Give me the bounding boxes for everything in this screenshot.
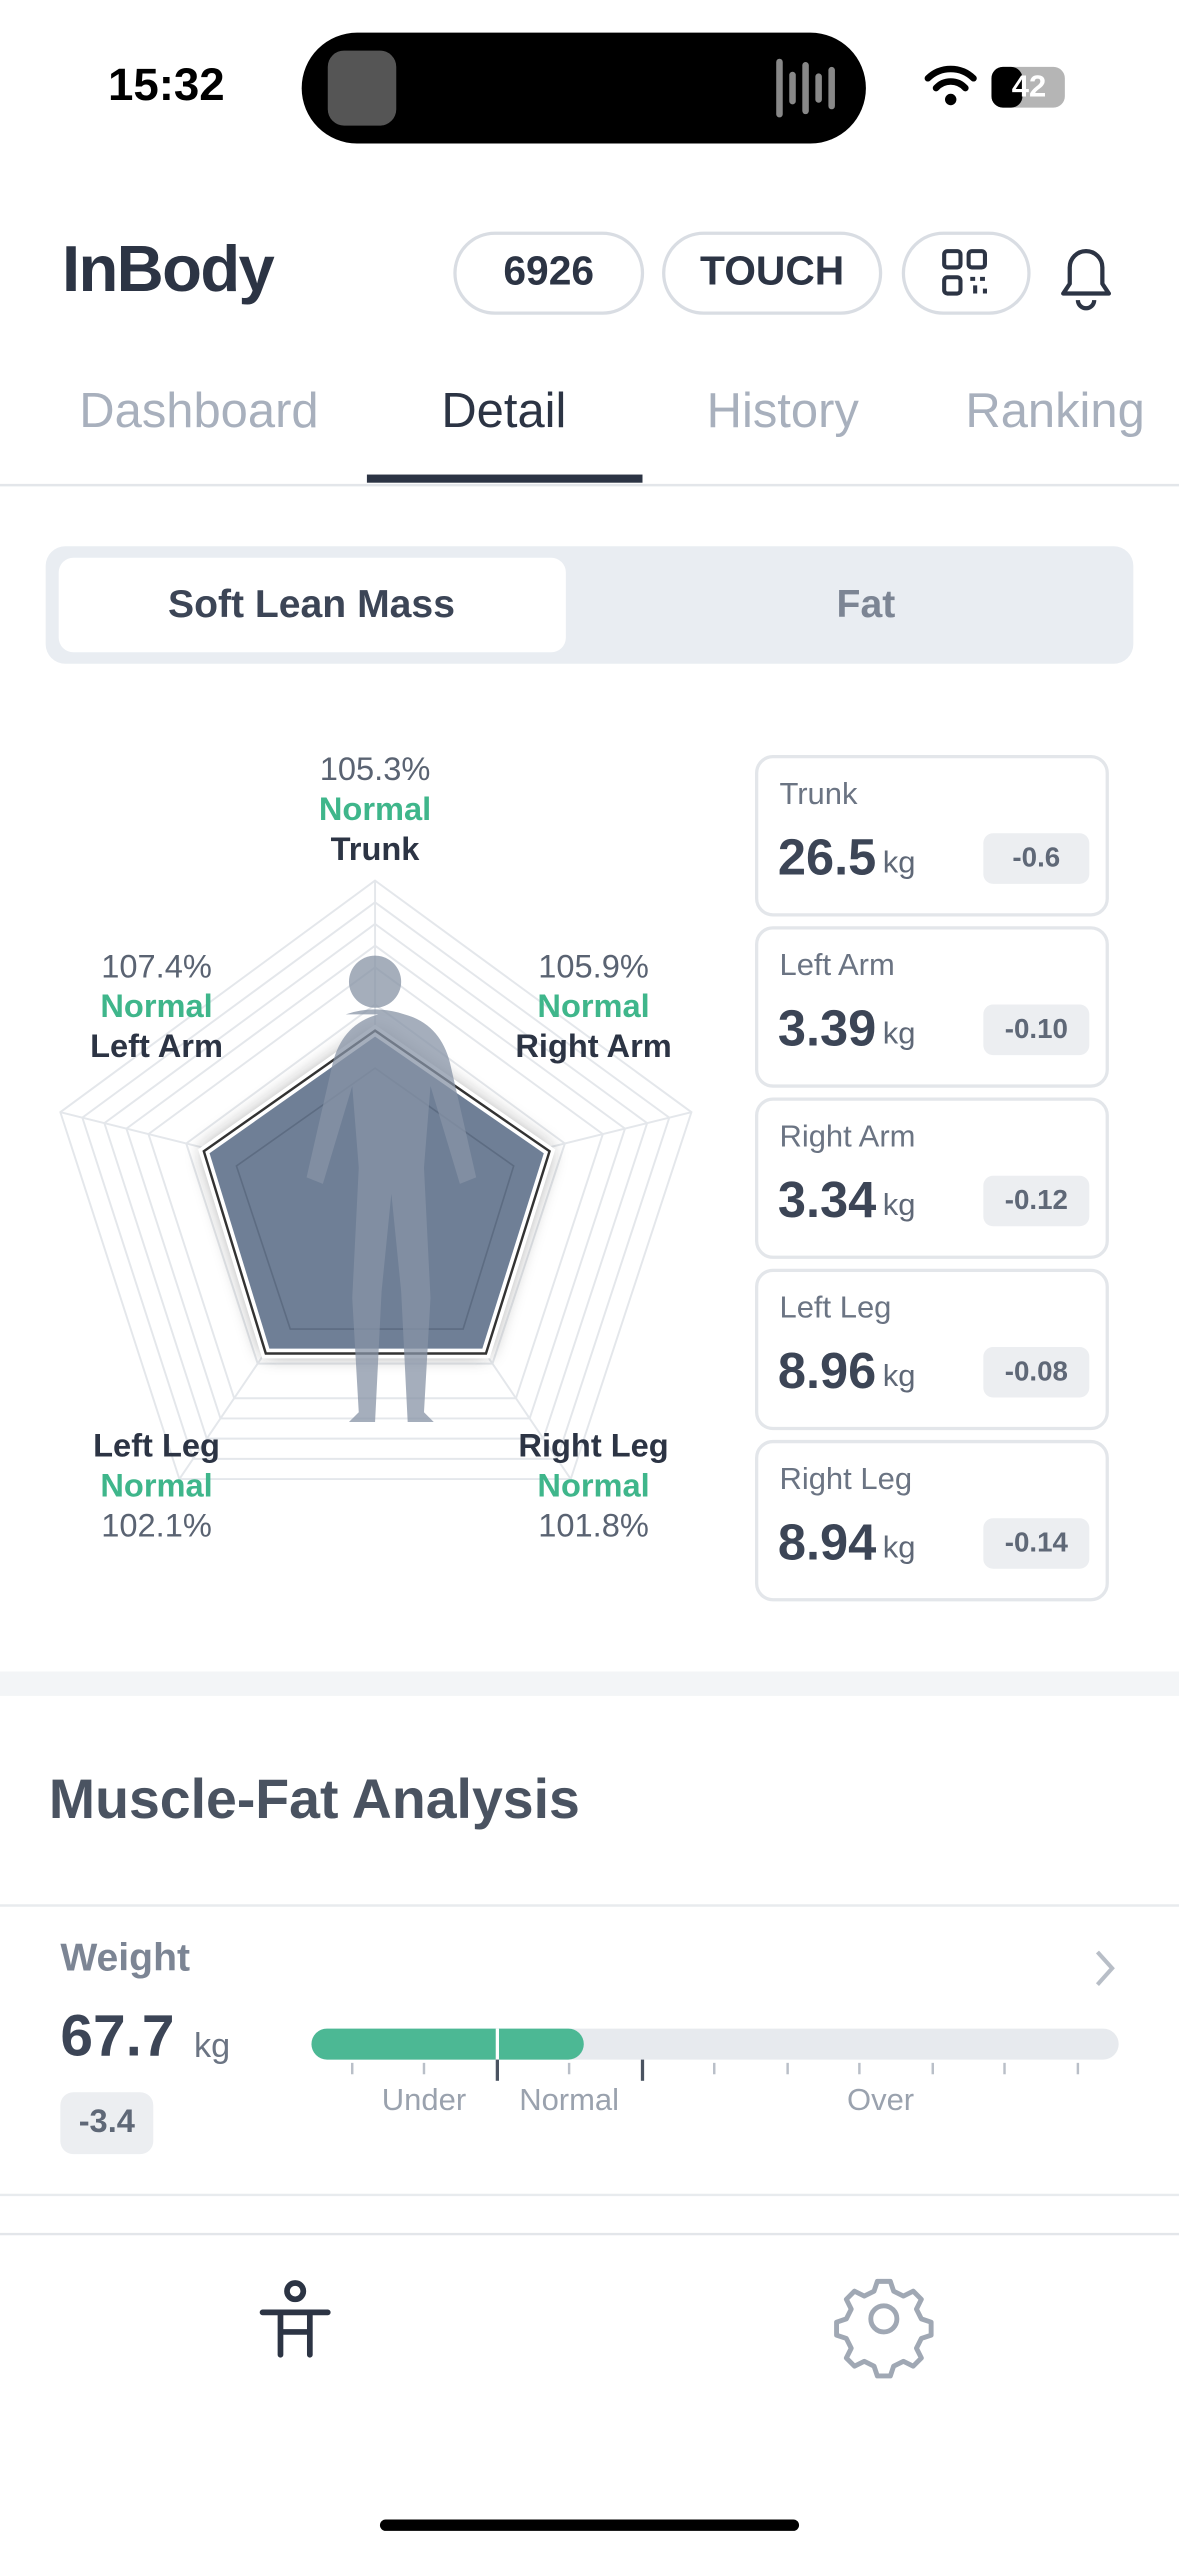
chevron: [1095, 1950, 1115, 1986]
weight-change: -3.4: [79, 2102, 135, 2139]
radar-part: Left Arm: [90, 1027, 223, 1064]
points-text: 6926: [503, 248, 594, 294]
card-change: -0.10: [1005, 1013, 1068, 1044]
weight-bar-fill: [311, 2028, 584, 2060]
card-value: 3.39: [778, 1000, 876, 1057]
radar-status: Normal: [537, 987, 649, 1024]
radar-status: Normal: [319, 790, 431, 827]
card-unit: kg: [883, 1016, 916, 1051]
radar-percent: 101.8%: [538, 1507, 649, 1544]
battery-level: [991, 66, 1023, 108]
card-name: Right Arm: [779, 1118, 915, 1153]
segment-active[interactable]: [58, 557, 566, 653]
status-time: 15:32: [108, 59, 225, 110]
scale-label: Over: [847, 2082, 914, 2117]
card-name: Left Arm: [779, 947, 894, 982]
card-change-badge: [983, 1004, 1090, 1056]
card-name: Trunk: [779, 776, 858, 811]
card-unit: kg: [883, 1529, 916, 1564]
card-change-badge: [983, 1518, 1090, 1569]
weight-bar-divider: [495, 2028, 499, 2060]
radar-part: Right Arm: [515, 1027, 671, 1064]
radar-status: Normal: [100, 987, 212, 1024]
wifi-dot: [944, 93, 957, 106]
radar-status: Normal: [537, 1467, 649, 1504]
card-unit: kg: [883, 1358, 916, 1393]
radar-ring: [103, 922, 649, 1440]
segment-option[interactable]: Fat: [837, 583, 896, 626]
tab[interactable]: Ranking: [965, 384, 1144, 438]
radar-ring: [59, 879, 693, 1481]
weight-value: 67.7: [60, 2004, 174, 2069]
tab[interactable]: Dashboard: [79, 384, 318, 438]
card-name: Left Leg: [779, 1290, 891, 1325]
bottom-nav: [0, 2234, 1179, 2556]
card-unit: kg: [883, 1187, 916, 1222]
weight-label: Weight: [60, 1936, 190, 1979]
island-audio: [776, 58, 835, 118]
island-thumbnail: [327, 50, 397, 126]
radar-part: Trunk: [331, 830, 421, 867]
radar-part: Right Leg: [518, 1427, 668, 1464]
nav-body-icon[interactable]: [259, 2280, 331, 2358]
card-unit: kg: [883, 844, 916, 879]
qr-button[interactable]: [901, 231, 1031, 315]
card-value: 26.5: [778, 828, 876, 885]
section-gap: [0, 1671, 1179, 1696]
bell-button[interactable]: [1061, 249, 1111, 311]
battery-percent: 42: [1012, 68, 1046, 103]
radar-ring: [81, 901, 671, 1460]
card-change: -0.14: [1005, 1527, 1069, 1558]
qr-icon: [942, 249, 987, 296]
weight-unit: kg: [194, 2027, 230, 2065]
radar-status: Normal: [100, 1467, 212, 1504]
dynamic-island: [301, 32, 866, 144]
radar-part: Left Leg: [93, 1427, 220, 1464]
section-title: Muscle-Fat Analysis: [49, 1768, 580, 1830]
radar-percent: 102.1%: [101, 1507, 212, 1544]
radar-percent: 105.3%: [320, 750, 431, 787]
radar-percent: 107.4%: [101, 947, 212, 984]
segment-option[interactable]: Soft Lean Mass: [168, 583, 455, 626]
weight-scale-ticks: [351, 2059, 1080, 2081]
card-change: -0.08: [1005, 1355, 1068, 1386]
logo: InBody: [62, 232, 275, 305]
tab-underline: [366, 474, 643, 483]
weight-change-badge: [60, 2092, 154, 2155]
card-value: 3.34: [778, 1171, 876, 1228]
card-value: 8.96: [778, 1342, 876, 1399]
card-name: Right Leg: [779, 1461, 912, 1496]
card-value: 8.94: [778, 1513, 876, 1570]
touch-button[interactable]: [662, 231, 883, 315]
points-button[interactable]: [453, 231, 645, 315]
wifi-icon: [924, 65, 977, 92]
home-indicator: [379, 2519, 800, 2531]
body-silhouette: [306, 955, 477, 1422]
tab[interactable]: History: [707, 384, 860, 438]
tab[interactable]: Detail: [441, 384, 566, 438]
nav-settings-icon[interactable]: [834, 2278, 934, 2379]
radar-percent: 105.9%: [538, 947, 649, 984]
card-change-badge: [983, 833, 1090, 884]
card-change-badge: [983, 1346, 1090, 1398]
scale-label: Under: [382, 2082, 466, 2117]
scale-label: Normal: [519, 2082, 619, 2117]
touch-text: TOUCH: [700, 248, 844, 294]
card-change: -0.6: [1012, 842, 1060, 873]
card-change-badge: [983, 1175, 1090, 1227]
card-change: -0.12: [1005, 1184, 1068, 1215]
